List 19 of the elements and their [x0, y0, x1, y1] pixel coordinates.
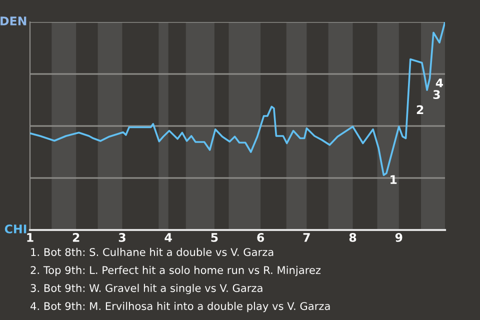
x-tick-label: 9: [395, 232, 402, 242]
text: 4. Bot 9th: M. Ervilhosa hit into a double play vs V. Garza: [30, 302, 330, 312]
x-tick-label: 5: [211, 233, 218, 242]
x-tick-label: 3: [118, 232, 126, 242]
annotation: 4: [436, 78, 444, 88]
x-tick-label: 4: [164, 233, 172, 242]
annotation: 2: [416, 105, 424, 114]
x-tick-label: 2: [72, 232, 80, 242]
annotation: 1: [390, 175, 397, 184]
annotation: 3: [433, 90, 440, 99]
x-tick-label: 7: [303, 233, 310, 242]
x-tick-label: 8: [349, 232, 356, 242]
text: CHI: [4, 224, 26, 234]
x-tick-label: 6: [257, 232, 264, 242]
text: 3. Bot 9th: W. Gravel hit a single vs V. Garza: [30, 284, 262, 294]
x-tick-label: 1: [27, 233, 34, 242]
text: 2. Top 9th: L. Perfect hit a solo home run vs R. Minjarez: [30, 266, 321, 276]
text: DEN: [0, 16, 26, 26]
text: 1. Bot 8th: S. Culhane hit a double vs V. Garza: [31, 248, 274, 256]
